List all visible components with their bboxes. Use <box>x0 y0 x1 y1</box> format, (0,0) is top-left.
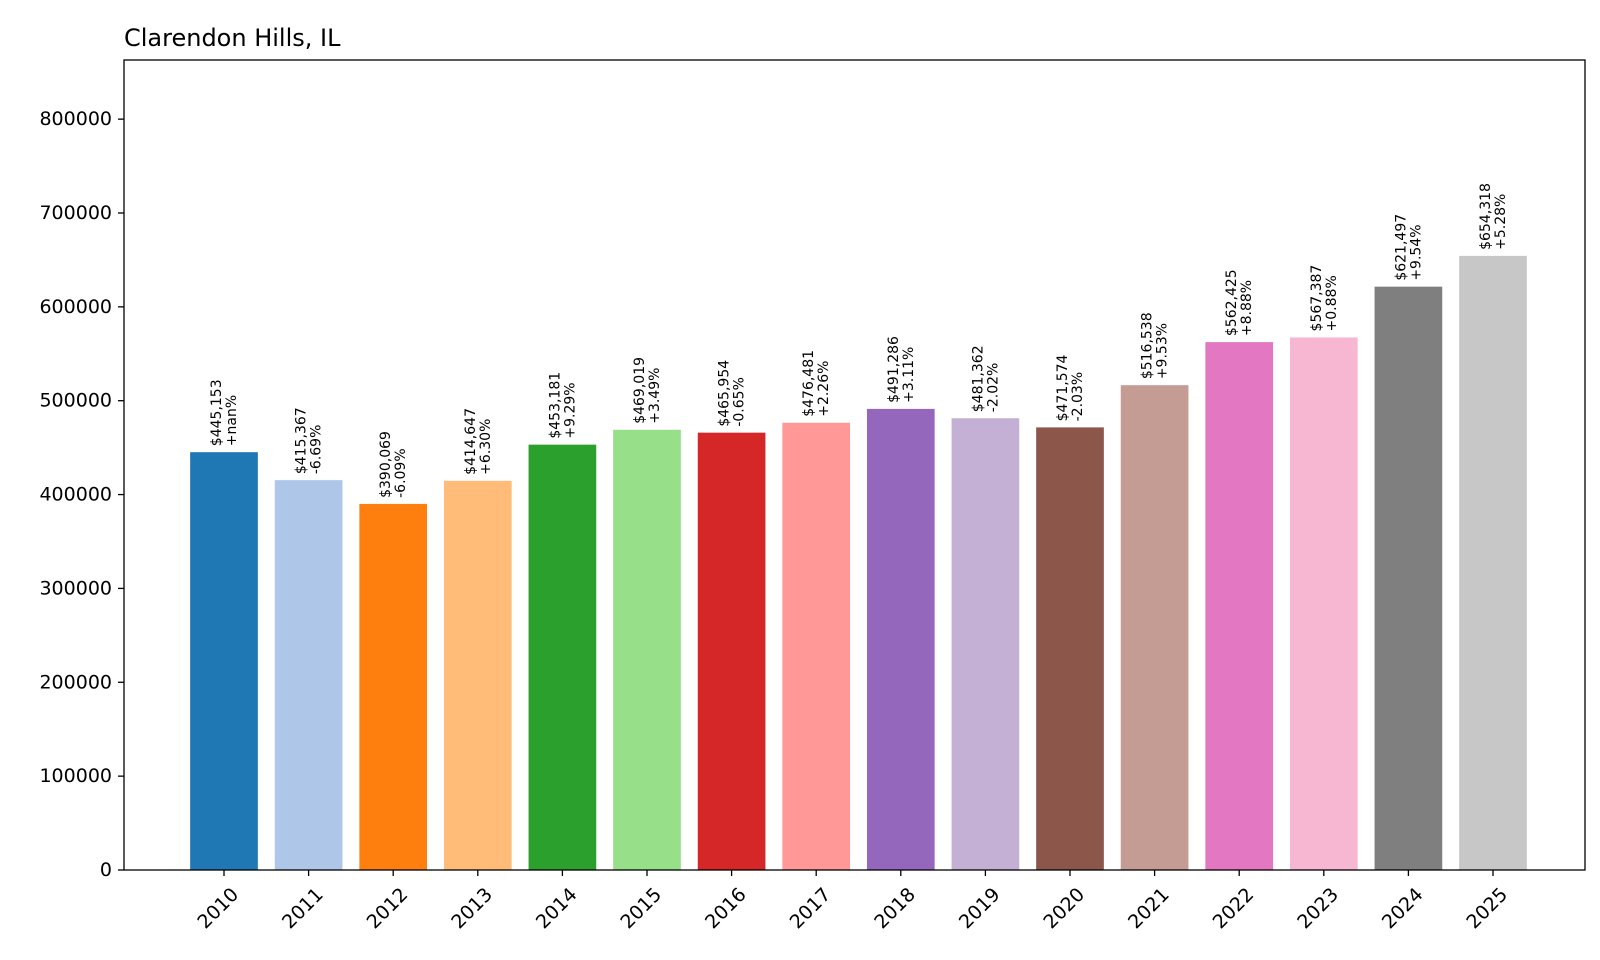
x-tick-label-2014: 2014 <box>532 884 582 934</box>
bar-value-label-2010: $445,153 <box>209 379 225 446</box>
y-tick-label-700000: 700000 <box>39 202 112 224</box>
bar-2014 <box>528 444 597 870</box>
bar-value-label-2014: $453,181 <box>547 372 563 439</box>
bar-2024 <box>1374 286 1443 870</box>
x-tick-label-2018: 2018 <box>870 884 920 934</box>
bar-change-label-2017: +2.26% <box>816 361 832 417</box>
bar-2013 <box>443 480 512 870</box>
bar-change-label-2022: +8.88% <box>1239 280 1255 336</box>
x-tick-label-2013: 2013 <box>447 884 497 934</box>
bar-change-label-2025: +5.28% <box>1493 194 1509 250</box>
y-tick-label-600000: 600000 <box>39 296 112 318</box>
bar-value-label-2013: $414,647 <box>463 408 479 475</box>
bar-change-label-2012: -6.09% <box>393 448 409 498</box>
bar-change-label-2020: -2.03% <box>1070 372 1086 422</box>
bar-value-label-2019: $481,362 <box>970 345 986 412</box>
bar-label-2014: $453,181+9.29% <box>547 372 578 439</box>
x-tick-label-2024: 2024 <box>1378 884 1428 934</box>
x-tick-label-2019: 2019 <box>955 884 1005 934</box>
y-tick-label-500000: 500000 <box>39 390 112 412</box>
bar-value-label-2021: $516,538 <box>1140 312 1156 379</box>
bar-labels-group: $445,153+nan% $415,367-6.69% $390,069-6.09… <box>209 183 1509 498</box>
x-tick-label-2021: 2021 <box>1124 884 1174 934</box>
x-tick-label-2017: 2017 <box>786 884 836 934</box>
x-tick-label-2015: 2015 <box>616 884 666 934</box>
bar-value-label-2015: $469,019 <box>632 357 648 424</box>
bar-value-label-2020: $471,574 <box>1055 354 1071 421</box>
bar-change-label-2024: +9.54% <box>1408 224 1424 280</box>
bar-change-label-2016: -0.65% <box>732 377 748 427</box>
bar-change-label-2011: -6.69% <box>309 425 325 475</box>
bar-change-label-2015: +3.49% <box>647 368 663 424</box>
bar-label-2012: $390,069-6.09% <box>378 431 409 498</box>
bar-label-2021: $516,538+9.53% <box>1140 312 1171 379</box>
bar-value-label-2025: $654,318 <box>1478 183 1494 250</box>
y-tick-label-100000: 100000 <box>39 765 112 787</box>
bar-change-label-2018: +3.11% <box>901 347 917 403</box>
bar-label-2023: $567,387+0.88% <box>1309 265 1340 332</box>
bars-group <box>190 255 1527 871</box>
bar-change-label-2014: +9.29% <box>562 382 578 438</box>
bar-change-label-2010: +nan% <box>224 395 240 446</box>
bar-2018 <box>866 408 935 870</box>
bar-label-2010: $445,153+nan% <box>209 379 240 446</box>
x-tick-label-2010: 2010 <box>193 884 243 934</box>
y-tick-label-800000: 800000 <box>39 108 112 130</box>
bar-change-label-2021: +9.53% <box>1155 323 1171 379</box>
bar-2020 <box>1036 427 1104 870</box>
x-tick-label-2023: 2023 <box>1293 884 1343 934</box>
bar-label-2011: $415,367-6.69% <box>294 407 325 474</box>
bar-label-2013: $414,647+6.30% <box>463 408 494 475</box>
bar-label-2022: $562,425+8.88% <box>1224 269 1255 336</box>
y-tick-label-0: 0 <box>100 859 112 881</box>
x-tick-label-2025: 2025 <box>1462 884 1512 934</box>
x-tick-label-2011: 2011 <box>278 884 328 934</box>
bar-value-label-2024: $621,497 <box>1393 214 1409 281</box>
bar-2010 <box>190 452 258 870</box>
x-tick-label-2016: 2016 <box>701 884 751 934</box>
bar-label-2025: $654,318+5.28% <box>1478 183 1509 250</box>
bar-change-label-2023: +0.88% <box>1324 275 1340 331</box>
bar-2025 <box>1459 255 1527 870</box>
bar-change-label-2013: +6.30% <box>478 419 494 475</box>
y-tick-label-300000: 300000 <box>39 577 112 599</box>
bar-2011 <box>274 480 343 870</box>
bar-label-2018: $491,286+3.11% <box>886 336 917 403</box>
bar-2012 <box>359 503 428 870</box>
bar-label-2024: $621,497+9.54% <box>1393 214 1424 281</box>
bar-2017 <box>782 422 851 870</box>
bar-2016 <box>697 432 766 870</box>
bar-value-label-2011: $415,367 <box>294 407 310 474</box>
bar-2021 <box>1120 385 1189 870</box>
x-tick-label-2012: 2012 <box>363 884 413 934</box>
bar-2015 <box>613 429 681 870</box>
bar-label-2017: $476,481+2.26% <box>801 350 832 417</box>
y-tick-label-400000: 400000 <box>39 484 112 506</box>
bar-value-label-2017: $476,481 <box>801 350 817 417</box>
bar-2019 <box>951 418 1020 870</box>
bar-2022 <box>1205 342 1274 870</box>
bar-label-2016: $465,954-0.65% <box>717 360 748 427</box>
bar-change-label-2019: -2.02% <box>985 363 1001 413</box>
bar-value-label-2023: $567,387 <box>1309 265 1325 332</box>
bar-value-label-2016: $465,954 <box>717 360 733 427</box>
plot-frame <box>123 59 1586 871</box>
bar-label-2015: $469,019+3.49% <box>632 357 663 424</box>
bar-label-2019: $481,362-2.02% <box>970 345 1001 412</box>
y-tick-label-200000: 200000 <box>39 671 112 693</box>
bar-value-label-2012: $390,069 <box>378 431 394 498</box>
chart-title: Clarendon Hills, IL <box>124 24 341 52</box>
bar-value-label-2018: $491,286 <box>886 336 902 403</box>
x-tick-label-2022: 2022 <box>1209 884 1259 934</box>
y-axis: 0 100000 200000 300000 400000 500000 600000 700… <box>39 108 124 881</box>
x-axis: 2010 2011 2012 2013 2014 2015 2016 2017 2018 2019… <box>193 870 1512 933</box>
x-tick-label-2020: 2020 <box>1039 884 1089 934</box>
bar-label-2020: $471,574-2.03% <box>1055 354 1086 421</box>
bar-2023 <box>1289 337 1358 871</box>
bar-value-label-2022: $562,425 <box>1224 269 1240 336</box>
